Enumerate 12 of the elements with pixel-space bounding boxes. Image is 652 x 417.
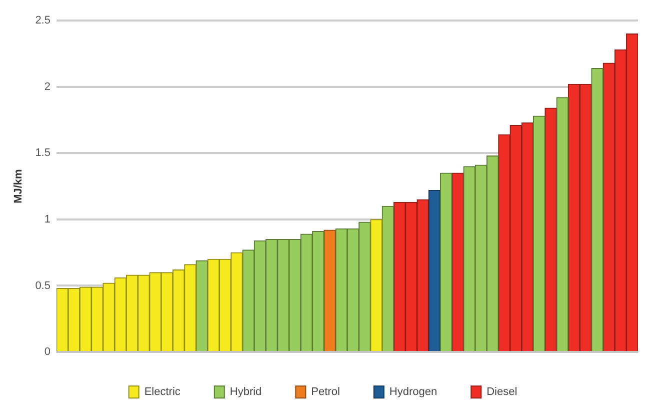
y-tick-label: 0 <box>44 346 50 358</box>
legend-label: Hybrid <box>230 386 262 398</box>
y-tick-label: 2.5 <box>35 14 50 27</box>
y-tick-label: 1.5 <box>35 147 50 160</box>
y-tick-label: 1 <box>44 213 50 226</box>
legend-label: Petrol <box>311 386 340 398</box>
legend-label: Electric <box>144 386 181 398</box>
y-tick-label: 2 <box>44 80 50 93</box>
y-axis-title: MJ/km <box>12 168 25 204</box>
legend-label: Diesel <box>486 386 518 398</box>
legend-label: Hydrogen <box>389 386 438 398</box>
y-tick-label: 0.5 <box>35 280 50 292</box>
